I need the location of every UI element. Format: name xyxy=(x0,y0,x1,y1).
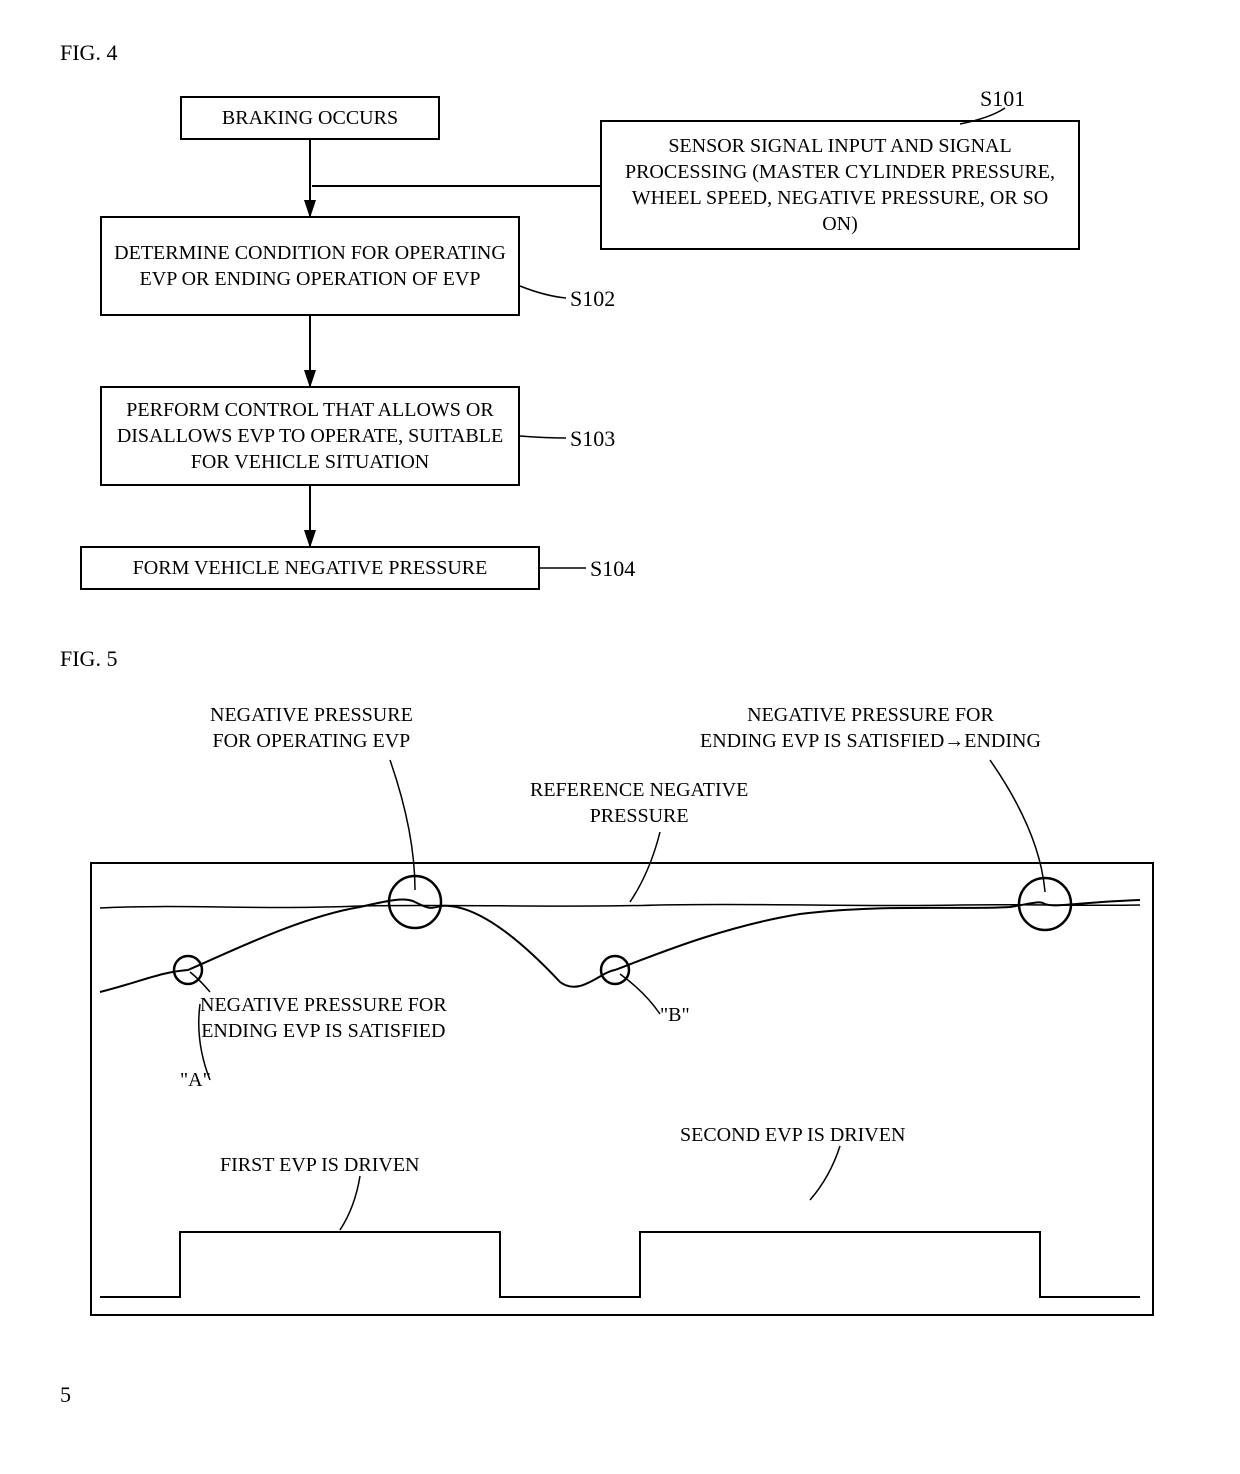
label-s101: S101 xyxy=(980,86,1025,112)
label-s104: S104 xyxy=(590,556,635,582)
box-s103: PERFORM CONTROL THAT ALLOWS OR DISALLOWS… xyxy=(100,386,520,486)
box-s102: DETERMINE CONDITION FOR OPERATING EVP OR… xyxy=(100,216,520,316)
box-sensor: SENSOR SIGNAL INPUT AND SIGNAL PROCESSIN… xyxy=(600,120,1080,250)
chart-frame xyxy=(90,862,1154,1316)
anno-end-sat: NEGATIVE PRESSURE FORENDING EVP IS SATIS… xyxy=(700,702,1041,754)
box-s104: FORM VEHICLE NEGATIVE PRESSURE xyxy=(80,546,540,590)
anno-op-evp: NEGATIVE PRESSUREFOR OPERATING EVP xyxy=(210,702,413,754)
label-s102: S102 xyxy=(570,286,615,312)
anno-ref: REFERENCE NEGATIVEPRESSURE xyxy=(530,777,748,829)
page-number: 5 xyxy=(60,1382,1180,1408)
fig5-container: NEGATIVE PRESSUREFOR OPERATING EVP NEGAT… xyxy=(60,692,1180,1352)
fig4-container: BRAKING OCCURS SENSOR SIGNAL INPUT AND S… xyxy=(60,86,1180,606)
fig4-label: FIG. 4 xyxy=(60,40,1180,66)
box-braking: BRAKING OCCURS xyxy=(180,96,440,140)
fig5-label: FIG. 5 xyxy=(60,646,1180,672)
label-s103: S103 xyxy=(570,426,615,452)
